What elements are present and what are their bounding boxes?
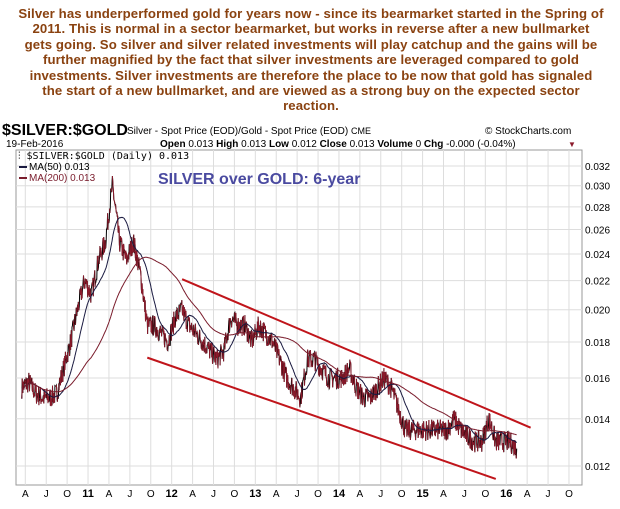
upper-trendline <box>181 278 532 429</box>
x-tick-label: O <box>63 489 71 500</box>
lower-trendline <box>146 356 497 480</box>
y-tick-label: 0.030 <box>585 182 610 193</box>
y-tick-label: 0.020 <box>585 306 610 317</box>
y-tick-label: 0.018 <box>585 338 610 349</box>
x-tick-label: A <box>440 489 447 500</box>
x-tick-label: A <box>357 489 364 500</box>
x-tick-label: O <box>398 489 406 500</box>
y-tick-label: 0.024 <box>585 250 610 261</box>
chart-annotation-title: SILVER over GOLD: 6-year <box>158 171 360 188</box>
x-tick-label: 16 <box>500 488 512 500</box>
x-tick-label: A <box>273 489 280 500</box>
symbol-description: Silver - Spot Price (EOD)/Gold - Spot Pr… <box>127 126 371 137</box>
x-tick-label: 14 <box>333 488 346 500</box>
x-tick-label: J <box>378 489 383 500</box>
stockcharts-credit[interactable]: © StockCharts.com <box>485 126 571 137</box>
chart-date: 19-Feb-2016 <box>6 139 64 150</box>
symbol-title: $SILVER:$GOLD <box>2 122 128 139</box>
x-tick-label: J <box>44 489 49 500</box>
x-tick-label: 11 <box>82 488 94 500</box>
x-tick-label: J <box>127 489 132 500</box>
chart-header: $SILVER:$GOLD Silver - Spot Price (EOD)/… <box>2 122 576 150</box>
y-axis: 0.012 0.014 0.016 0.018 0.020 0.022 0.024 0.026… <box>585 162 610 473</box>
trendlines <box>146 278 532 480</box>
x-tick-label: J <box>546 489 551 500</box>
ma200-line <box>21 256 517 436</box>
series-lines <box>21 175 518 459</box>
legend-price: ⫶ $SILVER:$GOLD (Daily) 0.013 <box>18 151 189 162</box>
x-tick-label: A <box>22 489 29 500</box>
x-tick-label: O <box>147 489 155 500</box>
legend: ⫶ $SILVER:$GOLD (Daily) 0.013 MA(50) 0.0… <box>18 151 189 184</box>
y-tick-label: 0.014 <box>585 415 610 426</box>
legend-ma200: MA(200) 0.013 <box>29 173 96 184</box>
x-tick-label: 13 <box>249 488 261 500</box>
legend-ma50: MA(50) 0.013 <box>29 162 90 173</box>
price-down-segments <box>21 175 517 459</box>
x-tick-label: A <box>524 489 531 500</box>
y-tick-label: 0.012 <box>585 462 610 473</box>
x-tick-label: O <box>481 489 489 500</box>
x-axis: A J O 11 A J O 12 A J O 13 A J O 14 A J O 15 A J O 16 A J O <box>22 488 573 500</box>
x-tick-label: J <box>295 489 300 500</box>
x-tick-label: J <box>462 489 467 500</box>
x-tick-label: A <box>106 489 113 500</box>
y-tick-label: 0.028 <box>585 203 610 214</box>
dropdown-arrow-icon[interactable]: ▼ <box>568 140 576 149</box>
x-tick-label: 15 <box>416 488 428 500</box>
y-tick-label: 0.032 <box>585 162 610 173</box>
y-tick-label: 0.026 <box>585 225 610 236</box>
x-tick-label: O <box>231 489 239 500</box>
ma50-line <box>21 216 517 444</box>
x-tick-label: O <box>314 489 322 500</box>
commentary-text: Silver has underperformed gold for years… <box>18 6 604 114</box>
x-tick-label: A <box>189 489 196 500</box>
ohlc-readout: Open 0.013 High 0.013 Low 0.012 Close 0.… <box>160 139 516 150</box>
y-tick-label: 0.022 <box>585 277 610 288</box>
x-tick-label: J <box>211 489 216 500</box>
x-tick-label: 12 <box>166 488 178 500</box>
x-tick-label: O <box>565 489 573 500</box>
y-tick-label: 0.016 <box>585 374 610 385</box>
